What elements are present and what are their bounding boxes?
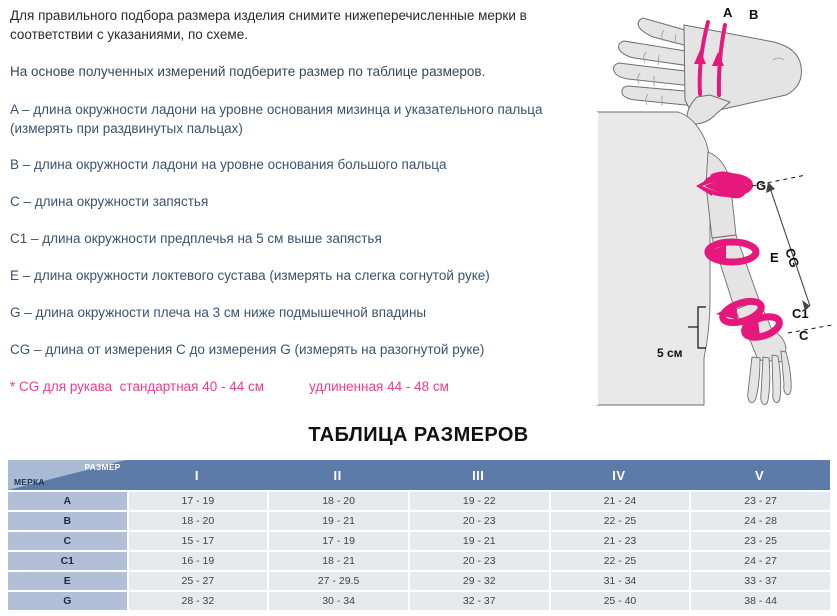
cell-c1-ii: 18 - 21	[267, 550, 408, 570]
cell-a-ii: 18 - 20	[267, 490, 408, 510]
label-cg: CG	[782, 246, 802, 269]
cell-b-ii: 19 - 21	[267, 510, 408, 530]
cell-c1-iii: 20 - 23	[407, 550, 549, 570]
label-g: G	[756, 178, 766, 193]
instructions-column: Для правильного подбора размера изделия …	[10, 6, 580, 396]
cell-e-ii: 27 - 29.5	[267, 570, 408, 590]
label-e: E	[770, 250, 779, 265]
size-table-body: A 17 - 19 18 - 20 19 - 22 21 - 24 23 - 2…	[8, 490, 830, 610]
cg-sleeve-footnote: * CG для рукава стандартная 40 - 44 см у…	[10, 379, 449, 394]
label-c: C	[799, 328, 809, 343]
cell-c-i: 15 - 17	[126, 530, 268, 550]
cell-g-iii: 32 - 37	[407, 590, 549, 610]
row-label-e: E	[8, 570, 127, 590]
table-row: G 28 - 32 30 - 34 32 - 37 25 - 40 38 - 4…	[8, 590, 830, 610]
corner-size-label: РАЗМЕР	[84, 462, 121, 472]
cell-a-v: 23 - 27	[689, 490, 830, 510]
table-row: E 25 - 27 27 - 29.5 29 - 32 31 - 34 33 -…	[8, 570, 830, 590]
table-title: ТАБЛИЦА РАЗМЕРОВ	[308, 424, 529, 446]
measurement-e: E – длина окружности локтевого сустава (…	[10, 268, 490, 283]
cell-b-iv: 22 - 25	[548, 510, 690, 530]
size-table-head: РАЗМЕР МЕРКА I II III IV V	[8, 460, 830, 490]
cg-dimension: CG	[751, 174, 833, 334]
row-label-a: A	[8, 490, 127, 510]
lead-paragraph: На основе полученных измерений подберите…	[10, 64, 486, 79]
measurement-g: G – длина окружности плеча на 3 см ниже …	[10, 305, 427, 320]
size-table: РАЗМЕР МЕРКА I II III IV V A 17 - 19 18 …	[8, 460, 830, 610]
column-header-iv: IV	[548, 460, 690, 490]
cell-c1-i: 16 - 19	[126, 550, 268, 570]
cell-b-i: 18 - 20	[126, 510, 268, 530]
hand-illustration: A B	[613, 5, 802, 125]
label-b: B	[749, 7, 758, 22]
cell-c1-iv: 22 - 25	[548, 550, 690, 570]
measurement-c1: C1 – длина окружности предплечья на 5 см…	[10, 231, 382, 246]
measurement-a: A – длина окружности ладони на уровне ос…	[10, 102, 543, 136]
row-label-g: G	[8, 590, 127, 610]
cell-g-v: 38 - 44	[689, 590, 830, 610]
measurement-c: C – длина окружности запястья	[10, 194, 209, 209]
table-row: B 18 - 20 19 - 21 20 - 23 22 - 25 24 - 2…	[8, 510, 830, 530]
cell-g-iv: 25 - 40	[548, 590, 690, 610]
row-label-c1: C1	[8, 550, 127, 570]
table-row: A 17 - 19 18 - 20 19 - 22 21 - 24 23 - 2…	[8, 490, 830, 510]
five-cm-bracket	[688, 306, 706, 349]
table-row: C1 16 - 19 18 - 21 20 - 23 22 - 25 24 - …	[8, 550, 830, 570]
cell-a-iv: 21 - 24	[548, 490, 690, 510]
cell-b-v: 24 - 28	[689, 510, 830, 530]
label-c1: C1	[792, 306, 809, 321]
cell-c1-v: 24 - 27	[689, 550, 830, 570]
cell-e-iv: 31 - 34	[548, 570, 690, 590]
column-header-iii: III	[407, 460, 549, 490]
arm-illustration: G E C1 C	[596, 111, 833, 406]
table-row: C 15 - 17 17 - 19 19 - 21 21 - 23 23 - 2…	[8, 530, 830, 550]
corner-measure-label: МЕРКА	[14, 477, 45, 487]
cell-a-iii: 19 - 22	[407, 490, 549, 510]
row-label-c: C	[8, 530, 127, 550]
size-table-header-row: РАЗМЕР МЕРКА I II III IV V	[8, 460, 830, 490]
corner-triangle	[8, 460, 126, 490]
column-header-v: V	[689, 460, 830, 490]
hand-measure-arrowheads	[694, 50, 724, 66]
cell-e-i: 25 - 27	[126, 570, 268, 590]
row-label-b: B	[8, 510, 127, 530]
arrow-e	[704, 238, 760, 266]
label-five-cm: 5 см	[657, 346, 683, 360]
table-corner-cell: РАЗМЕР МЕРКА	[8, 460, 127, 490]
arrow-g	[696, 171, 753, 199]
measurement-b: B – длина окружности ладони на уровне ос…	[10, 157, 447, 172]
cell-c-iii: 19 - 21	[407, 530, 549, 550]
measurement-cg: CG – длина от измерения C до измерения G…	[10, 342, 485, 357]
cell-b-iii: 20 - 23	[407, 510, 549, 530]
intro-paragraph: Для правильного подбора размера изделия …	[10, 8, 527, 42]
arrow-c1	[716, 297, 765, 327]
column-header-ii: II	[267, 460, 408, 490]
cell-e-iii: 29 - 32	[407, 570, 549, 590]
cell-c-v: 23 - 25	[689, 530, 830, 550]
cell-g-ii: 30 - 34	[267, 590, 408, 610]
label-a: A	[723, 5, 733, 20]
column-header-i: I	[126, 460, 268, 490]
cell-c-iv: 21 - 23	[548, 530, 690, 550]
cell-a-i: 17 - 19	[126, 490, 268, 510]
cell-e-v: 33 - 37	[689, 570, 830, 590]
measurement-diagram: A B	[560, 0, 837, 412]
arrow-c	[740, 313, 783, 341]
cell-g-i: 28 - 32	[126, 590, 268, 610]
cell-c-ii: 17 - 19	[267, 530, 408, 550]
